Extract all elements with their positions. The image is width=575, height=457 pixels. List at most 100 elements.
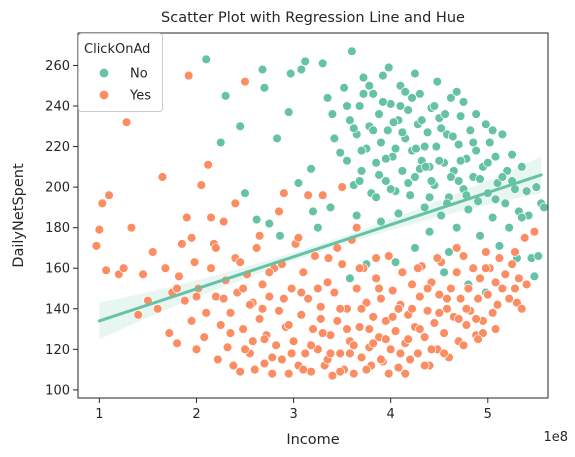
data-point-yes [473,293,483,304]
data-point-yes [274,306,284,316]
data-point-no [465,125,476,136]
data-point-no [429,101,440,111]
data-point-yes [517,304,527,314]
data-point-yes [442,293,452,304]
data-point-yes [325,330,336,340]
data-point-yes [306,340,316,351]
data-point-no [448,131,458,142]
data-point-yes [403,334,413,344]
data-point-yes [490,324,501,334]
data-point-yes [172,283,182,294]
data-point-no [285,68,296,79]
data-point-no [201,54,211,65]
data-point-yes [288,336,299,346]
data-point-yes [337,182,347,192]
data-point-no [481,119,491,129]
data-point-yes [259,334,270,344]
data-point-yes [497,283,508,294]
data-point-yes [157,172,168,182]
data-point-no [420,162,431,172]
data-point-no [345,115,355,125]
data-point-no [388,117,399,127]
data-point-no [529,271,540,282]
data-point-yes [211,243,221,253]
data-point-yes [101,265,111,276]
data-point-no [417,115,427,125]
data-point-no [397,166,408,176]
data-point-yes [238,324,248,334]
data-point-no [354,101,365,111]
data-point-yes [510,283,520,294]
data-point-no [383,62,394,73]
data-point-no [424,192,435,203]
data-point-yes [225,308,236,318]
data-point-no [342,156,352,166]
data-point-no [327,109,338,119]
data-point-yes [183,70,194,81]
data-point-no [293,178,304,188]
data-point-yes [215,320,226,330]
data-point-yes [218,293,229,304]
data-point-yes [393,362,404,373]
data-point-yes [368,312,378,322]
data-point-yes [376,293,386,304]
data-point-yes [368,338,378,349]
data-point-no [345,273,355,284]
data-point-yes [504,293,514,304]
data-point-yes [313,283,323,294]
data-point-yes [164,328,175,338]
data-point-yes [439,348,449,359]
data-point-no [504,222,514,233]
x-axis-label: Income [286,432,339,448]
data-point-no [483,158,493,168]
data-point-yes [385,344,396,355]
data-point-yes [371,273,381,284]
data-point-no [358,72,369,83]
data-point-yes [248,336,258,346]
data-point-yes [316,314,326,324]
data-point-no [390,257,401,267]
data-point-yes [283,320,294,330]
data-point-no [484,137,495,148]
data-point-yes [138,269,148,280]
data-point-yes [238,283,248,294]
plot-frame [77,32,549,399]
data-point-no [364,80,375,91]
data-point-yes [361,364,372,375]
data-point-yes [317,190,328,200]
data-point-no [431,141,442,152]
data-point-no [390,143,401,154]
data-point-yes [475,273,485,284]
data-point-yes [191,344,202,355]
data-point-yes [180,295,190,306]
data-point-no [403,178,413,188]
data-point-no [463,204,474,215]
data-point-no [439,267,449,278]
data-point-yes [286,348,297,359]
data-point-no [317,58,328,69]
legend-box [78,33,163,112]
data-point-yes [337,259,347,269]
data-point-no [376,216,386,227]
data-point-yes [413,348,423,359]
data-point-no [397,127,408,138]
chart-title: Scatter Plot with Regression Line and Hu… [161,10,465,26]
data-point-yes [439,328,449,338]
data-point-no [325,202,336,213]
data-point-no [490,194,501,205]
regression-line-layer [97,173,543,323]
x-tick-label: 2 [192,407,200,422]
legend: ClickOnAd No Yes [78,33,163,112]
data-point-no [497,172,508,182]
data-point-yes [387,312,398,322]
data-point-yes [483,289,493,300]
data-point-yes [381,334,391,344]
data-point-no [356,145,367,156]
data-point-no [395,101,406,111]
data-point-no [533,251,544,261]
data-point-yes [332,316,343,326]
data-point-yes [432,253,443,263]
data-point-yes [529,226,540,237]
data-point-yes [419,360,430,371]
data-point-no [446,172,456,182]
